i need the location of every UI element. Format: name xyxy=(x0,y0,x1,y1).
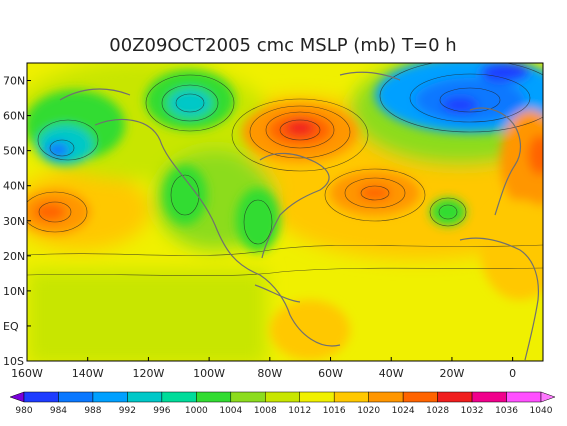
longitude-label: 20W xyxy=(440,367,465,380)
colorbar-label: 1028 xyxy=(426,406,449,416)
latitude-label: 20N xyxy=(3,250,25,263)
latitude-label: 10S xyxy=(3,355,24,368)
colorbar-label: 1032 xyxy=(461,406,484,416)
colorbar-label: 1040 xyxy=(530,406,553,416)
colorbar-swatch xyxy=(333,391,369,403)
colorbar-swatch xyxy=(402,391,438,403)
longitude-labels: 160W 140W 120W 100W 80W 60W 40W 20W 0 xyxy=(11,357,516,380)
colorbar-swatch xyxy=(127,391,163,403)
colorbar-label: 984 xyxy=(50,406,67,416)
map-frame xyxy=(26,62,544,362)
longitude-label: 60W xyxy=(318,367,343,380)
latitude-label: 10N xyxy=(3,285,25,298)
colorbar-swatch xyxy=(23,391,59,403)
chart-title: 00Z09OCT2005 cmc MSLP (mb) T=0 h xyxy=(109,35,456,56)
colorbar-label: 980 xyxy=(15,406,32,416)
latitude-label: 30N xyxy=(3,215,25,228)
colorbar-label: 1016 xyxy=(323,406,346,416)
colorbar-swatch xyxy=(58,391,94,403)
longitude-label: 100W xyxy=(193,367,225,380)
colorbar-label: 1004 xyxy=(219,406,242,416)
latitude-label: 60N xyxy=(3,110,25,123)
colorbar-label: 1036 xyxy=(495,406,518,416)
colorbar-label: 1008 xyxy=(254,406,277,416)
colorbar-label: 1012 xyxy=(288,406,311,416)
longitude-label: 80W xyxy=(257,367,282,380)
longitude-label: 160W xyxy=(11,367,43,380)
longitude-label: 0 xyxy=(509,367,516,380)
colorbar-swatch xyxy=(265,391,300,403)
coastline xyxy=(59,71,540,361)
colorbar-label: 1020 xyxy=(357,406,380,416)
colorbar: 980 984 988 992 996 1000 1004 1008 1012 1016 1020 1… xyxy=(9,391,556,416)
colorbar-swatch xyxy=(437,391,473,403)
colorbar-swatch xyxy=(92,391,128,403)
colorbar-label: 1024 xyxy=(392,406,415,416)
longitude-label: 40W xyxy=(379,367,404,380)
longitude-label: 140W xyxy=(72,367,104,380)
latitude-labels: 70N 60N 50N 40N 30N 20N 10N EQ 10S xyxy=(3,75,31,368)
colorbar-swatch xyxy=(368,391,404,403)
colorbar-swatch xyxy=(230,391,266,403)
colorbar-label: 988 xyxy=(84,406,101,416)
colorbar-label: 996 xyxy=(153,406,170,416)
latitude-label: 70N xyxy=(3,75,25,88)
colorbar-swatch xyxy=(161,391,197,403)
latitude-label: 50N xyxy=(3,145,25,158)
pressure-field xyxy=(27,63,543,361)
colorbar-min-arrow xyxy=(9,391,25,403)
colorbar-label: 992 xyxy=(119,406,136,416)
latitude-label: EQ xyxy=(3,320,19,333)
longitude-label: 120W xyxy=(132,367,164,380)
colorbar-swatch xyxy=(506,391,542,403)
colorbar-swatch xyxy=(299,391,335,403)
colorbar-max-arrow xyxy=(540,391,556,403)
colorbar-swatch xyxy=(196,391,232,403)
colorbar-swatch xyxy=(471,391,507,403)
colorbar-label: 1000 xyxy=(185,406,208,416)
latitude-label: 40N xyxy=(3,180,25,193)
